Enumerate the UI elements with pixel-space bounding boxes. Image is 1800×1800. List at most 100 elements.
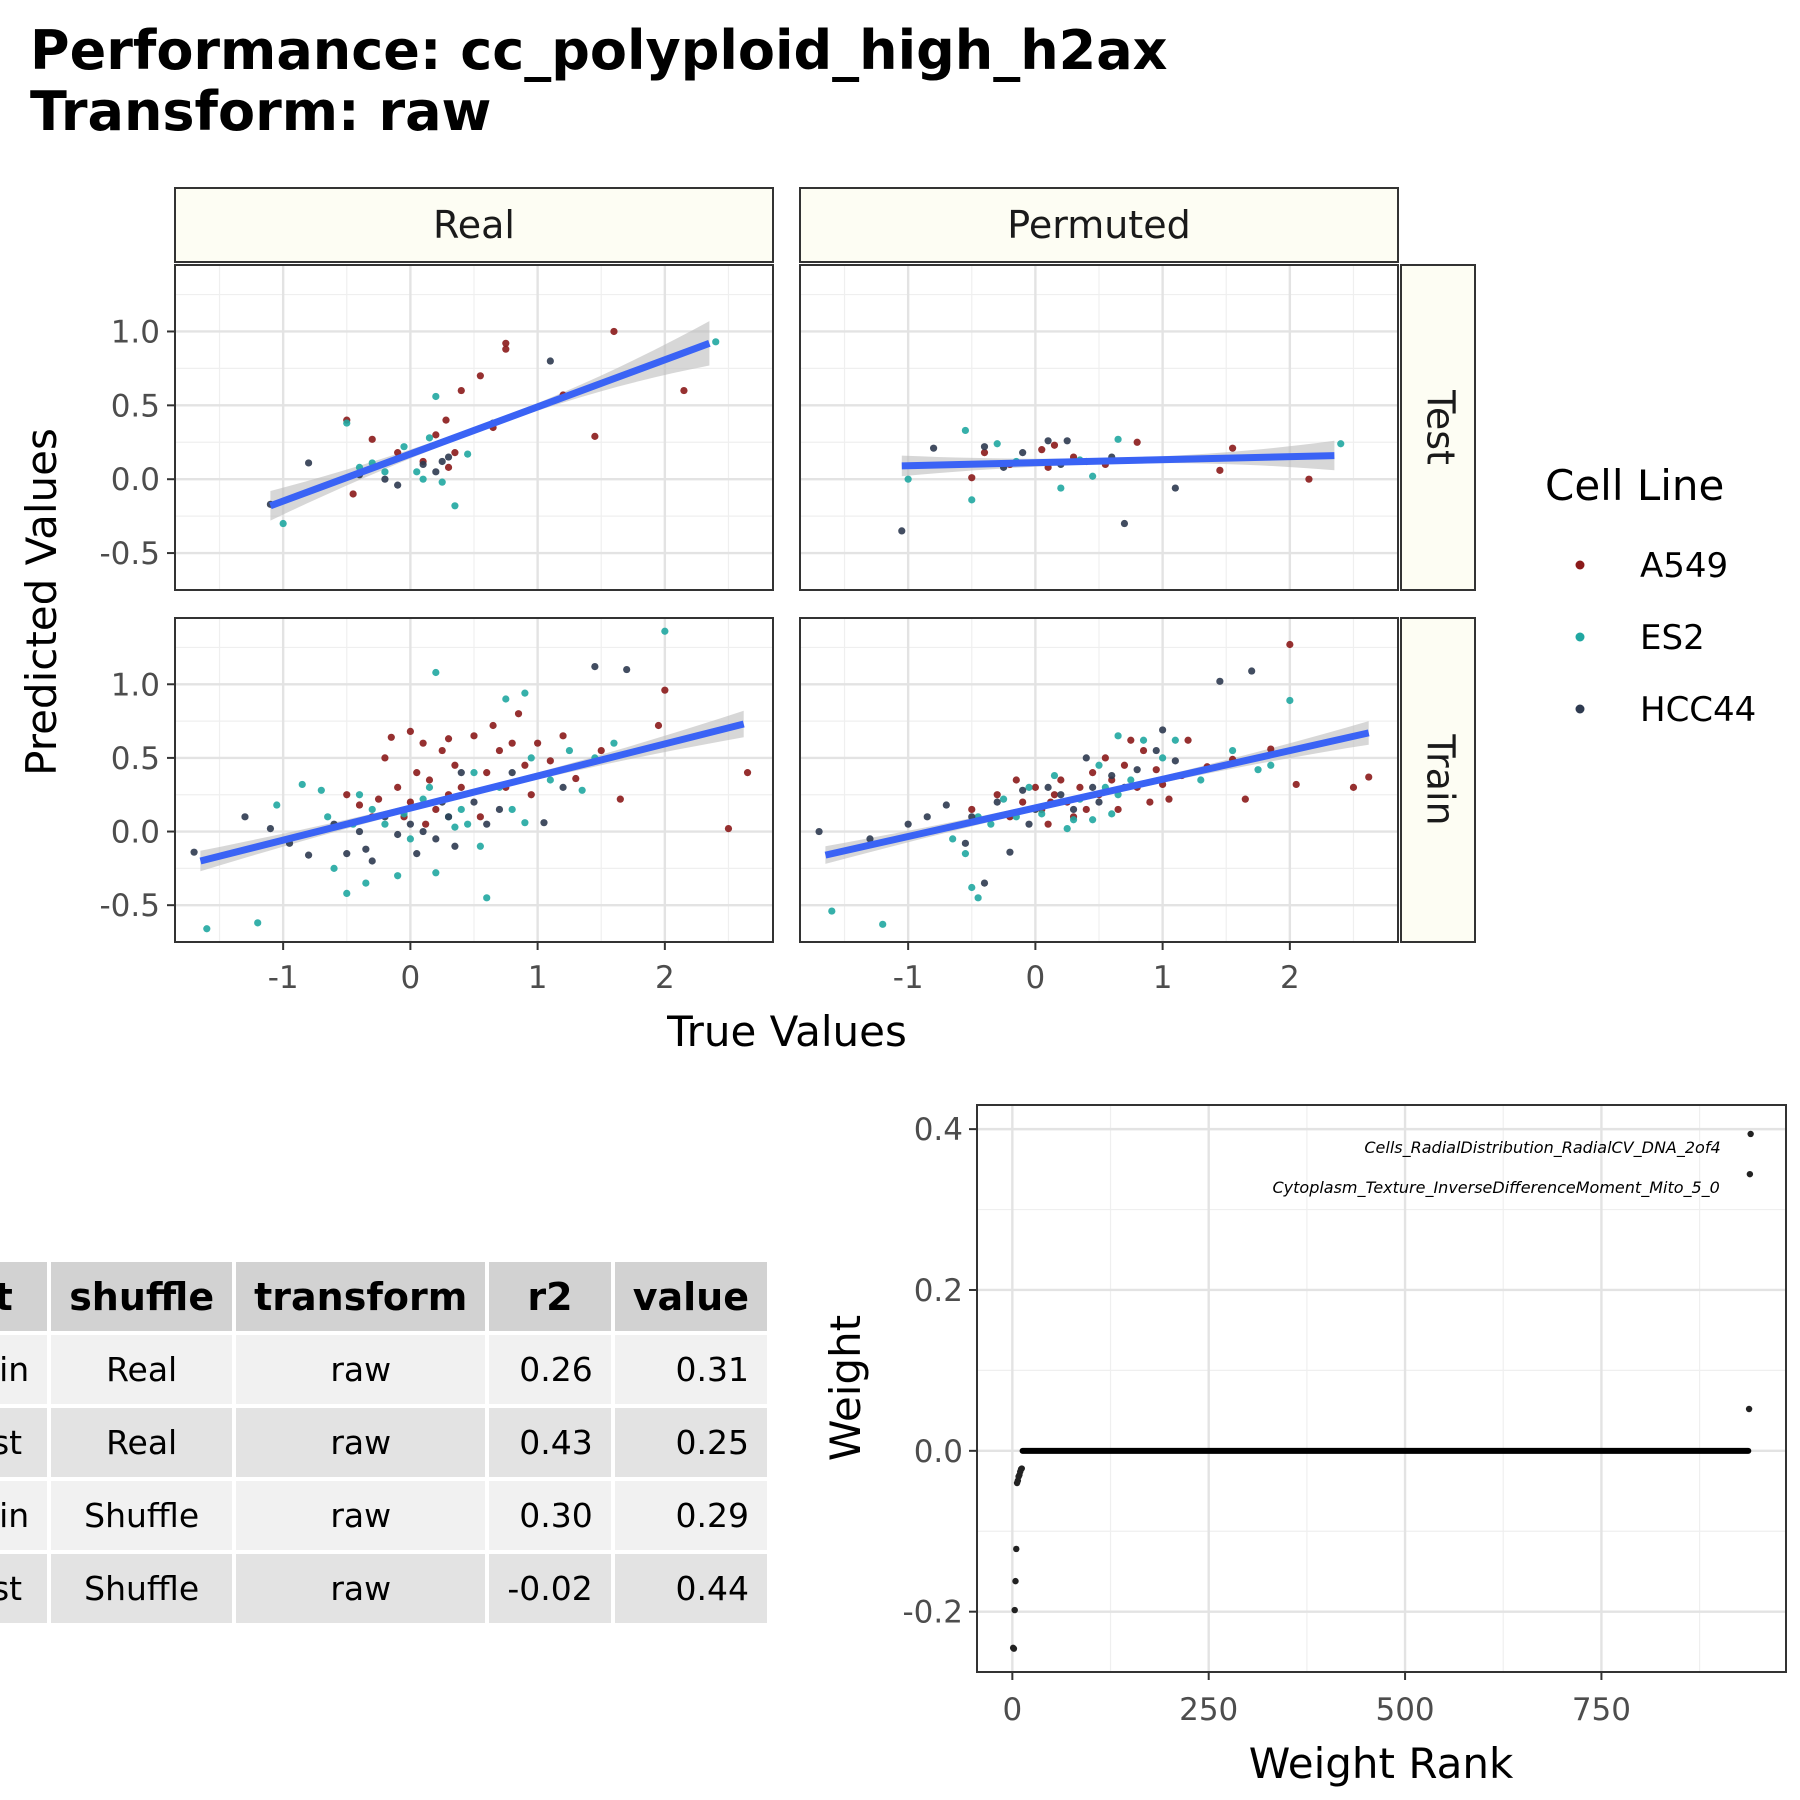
data-point-es2	[406, 835, 414, 843]
y-tick-label: 0.0	[111, 462, 160, 498]
data-point-a549	[1286, 640, 1294, 649]
data-point-es2	[254, 919, 262, 927]
data-point-a549	[1292, 780, 1300, 789]
data-point-a549	[1165, 795, 1173, 803]
y-tick-label: 1.0	[111, 314, 160, 350]
data-point-es2	[464, 820, 472, 828]
table-header-cell: r2	[489, 1262, 611, 1331]
data-point-hcc44	[1133, 766, 1141, 774]
data-point-es2	[661, 627, 669, 635]
facet-strip-label: Train	[1419, 733, 1463, 825]
data-point-a549	[1216, 466, 1224, 474]
data-point-a549	[374, 795, 383, 803]
legend-label: A549	[1640, 546, 1728, 586]
weight-point	[1013, 1545, 1020, 1553]
data-point-a549	[610, 327, 618, 336]
data-point-es2	[1114, 732, 1122, 740]
data-point-a549	[451, 761, 459, 769]
data-point-a549	[724, 825, 733, 833]
data-point-hcc44	[540, 819, 548, 827]
data-point-a549	[1076, 783, 1084, 791]
data-point-a549	[368, 435, 376, 443]
data-point-es2	[527, 754, 535, 762]
data-point-es2	[1159, 754, 1167, 762]
data-point-hcc44	[190, 848, 198, 856]
data-point-a549	[442, 416, 450, 424]
data-point-a549	[514, 710, 523, 718]
data-point-hcc44	[815, 827, 823, 836]
data-point-a549	[1228, 444, 1237, 452]
data-point-es2	[1267, 761, 1275, 769]
feature-annotation: Cytoplasm_Texture_InverseDifferenceMomen…	[1272, 1178, 1719, 1198]
data-point-hcc44	[1171, 757, 1179, 765]
data-point-a549	[483, 769, 491, 777]
data-point-es2	[400, 443, 408, 451]
data-point-a549	[425, 776, 434, 784]
table-cell: Shuffle	[51, 1481, 233, 1550]
data-point-es2	[343, 419, 351, 427]
data-point-es2	[1108, 810, 1116, 818]
data-point-a549	[406, 727, 414, 736]
data-point-a549	[1019, 798, 1027, 806]
data-point-hcc44	[1248, 667, 1256, 675]
data-point-hcc44	[368, 857, 376, 865]
feature-annotation: Cells_RadialDistribution_RadialCV_DNA_2o…	[1364, 1138, 1720, 1158]
data-point-hcc44	[1152, 746, 1160, 755]
x-axis-label: Weight Rank	[1249, 1739, 1514, 1788]
confidence-band	[270, 321, 710, 521]
data-point-es2	[999, 795, 1008, 803]
data-point-hcc44	[942, 801, 950, 809]
data-point-es2	[1197, 776, 1205, 784]
data-point-es2	[828, 907, 836, 915]
y-tick-label: -0.2	[903, 1595, 964, 1631]
data-point-es2	[368, 805, 376, 814]
weight-point	[1747, 1130, 1754, 1138]
data-point-es2	[1069, 816, 1078, 824]
data-point-a549	[1365, 773, 1373, 781]
data-point-hcc44	[419, 827, 427, 836]
data-point-hcc44	[483, 820, 491, 828]
data-point-hcc44	[1159, 726, 1167, 734]
table-cell: raw	[236, 1335, 486, 1404]
data-point-hcc44	[444, 453, 453, 461]
data-point-a549	[419, 739, 427, 747]
data-point-a549	[1267, 745, 1275, 753]
data-point-es2	[961, 850, 970, 858]
y-tick-label: 0.5	[111, 741, 160, 777]
data-point-a549	[470, 732, 478, 740]
data-point-es2	[1050, 771, 1059, 780]
data-point-hcc44	[866, 835, 874, 843]
data-point-hcc44	[1171, 484, 1179, 492]
data-point-a549	[476, 813, 484, 821]
x-tick-label: -1	[893, 960, 924, 996]
weight-point	[1745, 1405, 1753, 1413]
data-point-a549	[680, 386, 688, 395]
data-point-hcc44	[1006, 848, 1014, 856]
data-point-hcc44	[266, 825, 275, 833]
data-point-hcc44	[304, 851, 313, 859]
x-tick-label: 250	[1179, 1692, 1238, 1728]
data-point-a549	[502, 345, 510, 353]
data-point-hcc44	[470, 798, 478, 806]
table-header-cell: fit	[0, 1262, 48, 1331]
legend-title: Cell Line	[1545, 461, 1724, 510]
data-point-es2	[432, 392, 440, 401]
data-point-es2	[330, 864, 338, 872]
table-cell: raw	[236, 1554, 486, 1623]
data-point-hcc44	[419, 460, 427, 469]
data-point-a549	[1089, 769, 1097, 777]
panel-background	[977, 1105, 1786, 1672]
table-cell: Train	[0, 1335, 48, 1404]
legend-label: HCC44	[1640, 690, 1756, 730]
data-point-es2	[546, 776, 554, 784]
data-point-hcc44	[413, 850, 421, 858]
data-point-a549	[616, 795, 624, 803]
data-point-a549	[457, 783, 465, 791]
table-cell: 0.25	[614, 1408, 767, 1477]
data-point-hcc44	[1095, 798, 1103, 806]
x-tick-label: 1	[1153, 960, 1173, 996]
legend-key-es2	[1575, 632, 1585, 642]
table-cell: Train	[0, 1481, 48, 1550]
data-point-a549	[1305, 475, 1313, 483]
data-point-es2	[508, 805, 516, 814]
